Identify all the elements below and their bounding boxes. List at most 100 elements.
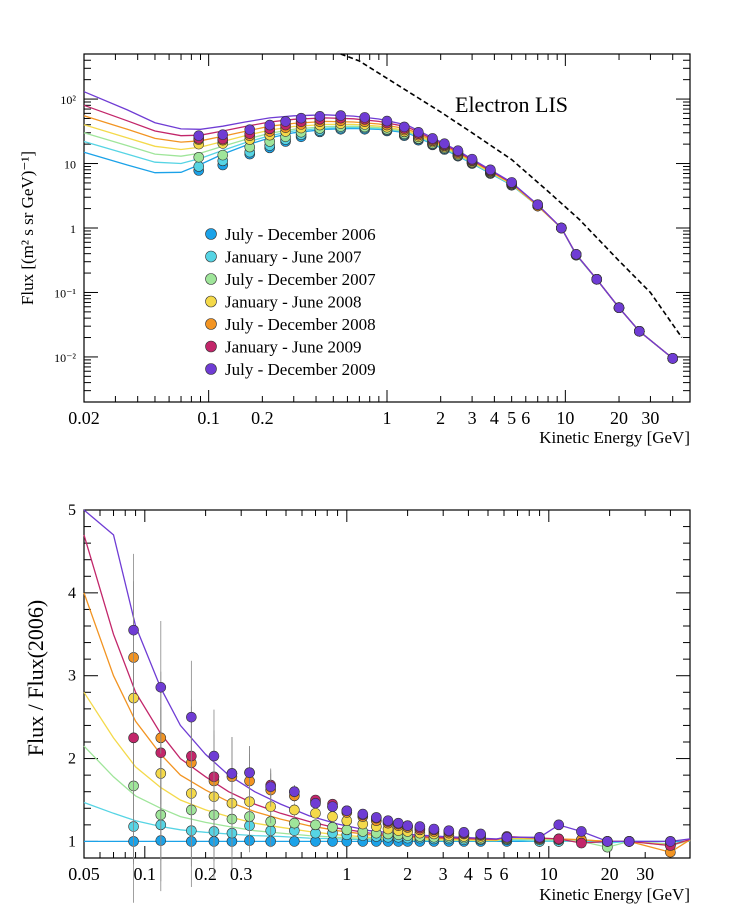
bottom-point — [265, 781, 277, 793]
top-x-tick-label: 0.1 — [197, 408, 220, 428]
top-point — [591, 274, 603, 285]
bottom-point — [402, 820, 413, 831]
top-point — [295, 112, 307, 124]
bottom-point — [665, 836, 676, 847]
legend-marker — [205, 250, 217, 263]
top-fit-curve-3 — [83, 125, 674, 359]
bottom-point — [289, 817, 300, 829]
bottom-x-tick-label: 2 — [403, 864, 412, 884]
bottom-point — [602, 836, 613, 847]
bottom-y-tick-label: 5 — [68, 502, 76, 519]
top-y-tick-label: 10⁻² — [54, 351, 76, 365]
legend-marker — [205, 228, 217, 240]
top-x-tick-label: 20 — [610, 408, 628, 428]
bottom-point — [414, 821, 426, 832]
bottom-point — [475, 828, 486, 840]
bottom-point — [327, 801, 338, 812]
top-point — [398, 121, 410, 133]
top-y-tick-label: 10 — [64, 158, 76, 172]
top-x-tick-label: 30 — [641, 408, 659, 428]
top-fit-curve-6 — [83, 104, 674, 359]
top-point — [314, 111, 326, 122]
top-point — [506, 177, 517, 188]
top-x-tick-label: 10 — [556, 408, 574, 428]
legend-label: July - December 2009 — [225, 360, 376, 379]
bottom-y-axis-title: Flux / Flux(2006) — [23, 600, 48, 756]
bottom-point — [576, 837, 587, 849]
top-y-axis-title: Flux [(m² s sr GeV)⁻¹] — [18, 151, 37, 305]
legend-marker — [205, 273, 217, 285]
bottom-plot-frame — [83, 509, 691, 859]
bottom-point — [128, 732, 139, 744]
bottom-x-tick-label: 0.05 — [68, 864, 100, 884]
bottom-point — [289, 804, 300, 816]
top-x-tick-label: 4 — [490, 408, 499, 428]
top-y-tick-label: 10² — [60, 93, 76, 107]
bottom-point — [341, 824, 353, 836]
top-point — [193, 161, 205, 172]
top-point — [280, 116, 291, 127]
bottom-y-tick-label: 3 — [68, 668, 76, 685]
top-x-tick-label: 5 — [507, 408, 516, 428]
legend-marker — [205, 295, 217, 308]
legend-label: July - December 2006 — [225, 225, 376, 244]
bottom-fit-curves — [83, 509, 691, 853]
bottom-point — [128, 624, 139, 636]
top-fit-curve-5 — [83, 115, 674, 359]
bottom-fit-curve-3 — [83, 745, 691, 848]
legend-label: January - June 2008 — [225, 293, 361, 312]
top-point — [634, 325, 645, 337]
top-x-tick-label: 3 — [468, 408, 477, 428]
top-point — [413, 127, 424, 138]
bottom-point — [501, 831, 513, 843]
bottom-x-tick-label: 20 — [601, 864, 619, 884]
legend-label: January - June 2007 — [225, 248, 362, 267]
bottom-fit-curve-6 — [83, 534, 691, 847]
top-point — [556, 222, 567, 234]
flux-spectrum-chart: 0.02 0.1 0.2 1 2 3 4 5 6 10 20 30 10⁻² 10⁻¹ 1 10 10² Ele… — [18, 53, 691, 447]
top-point — [427, 133, 438, 144]
bottom-x-tick-label: 10 — [540, 864, 558, 884]
legend-label: July - December 2007 — [225, 270, 376, 289]
bottom-x-tick-label: 5 — [484, 864, 493, 884]
bottom-x-tick-label: 3 — [439, 864, 448, 884]
legend: July - December 2006 January - June 2007 J… — [205, 225, 376, 379]
top-y-tick-label: 1 — [70, 222, 76, 236]
bottom-fit-curve-7 — [83, 509, 691, 843]
top-x-tick-label: 0.02 — [68, 408, 100, 428]
top-point — [244, 124, 256, 135]
bottom-point — [208, 750, 220, 762]
bottom-point — [576, 826, 587, 837]
bottom-y-tick-label: 4 — [68, 585, 76, 602]
bottom-point — [186, 711, 197, 723]
top-point — [217, 149, 229, 161]
bottom-y-tick-label: 2 — [68, 751, 76, 768]
top-point — [193, 151, 205, 163]
bottom-fit-curve-5 — [83, 592, 691, 853]
bottom-point — [382, 815, 394, 827]
bottom-point — [226, 768, 238, 779]
top-x-tick-label: 0.2 — [251, 408, 274, 428]
top-point — [452, 145, 464, 157]
bottom-point — [244, 767, 255, 778]
top-point — [570, 249, 582, 260]
bottom-point — [393, 817, 404, 829]
bottom-point — [553, 819, 565, 831]
top-point — [193, 130, 205, 142]
bottom-point — [155, 682, 167, 693]
bottom-point — [289, 786, 300, 798]
top-point — [439, 138, 450, 150]
electron-lis-label: Electron LIS — [455, 92, 568, 117]
bottom-point — [310, 819, 321, 831]
legend-label: July - December 2008 — [225, 315, 376, 334]
bottom-point — [357, 808, 369, 820]
legend-label: January - June 2009 — [225, 338, 361, 357]
top-x-axis-title: Kinetic Energy [GeV] — [539, 428, 690, 447]
top-point — [613, 302, 625, 314]
top-point — [264, 119, 276, 131]
legend-marker — [205, 363, 217, 375]
bottom-point — [458, 827, 470, 838]
top-data-points — [193, 110, 679, 364]
bottom-x-axis-title: Kinetic Energy [GeV] — [539, 885, 690, 904]
